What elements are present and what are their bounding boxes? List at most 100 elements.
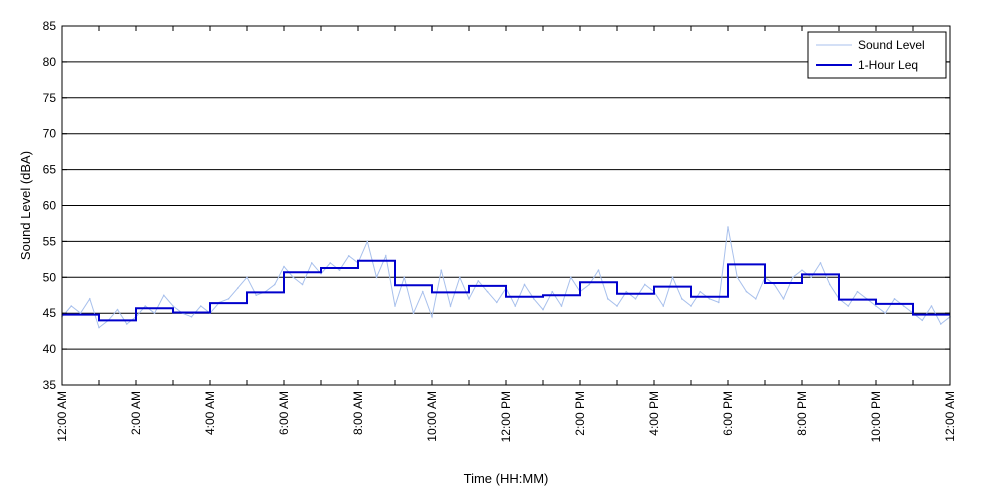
sound-level-point: [736, 276, 739, 279]
sound-level-point: [727, 226, 729, 228]
y-tick-label: 40: [43, 342, 57, 356]
sound-level-point: [273, 283, 276, 286]
y-tick-label: 80: [43, 55, 57, 69]
sound-level-point: [791, 276, 794, 279]
sound-level-point: [643, 283, 646, 286]
y-tick-label: 70: [43, 127, 57, 141]
sound-level-point: [514, 305, 517, 307]
y-axis: 35 40 45 50 55 60 65 70 75 80 85: [43, 19, 950, 392]
sound-level-point: [542, 308, 544, 311]
y-tick-label: 75: [43, 91, 57, 105]
sound-level-point: [680, 298, 683, 300]
x-tick-label: 12:00 AM: [55, 391, 69, 442]
sound-level-point: [125, 323, 128, 325]
sound-level-point: [921, 319, 924, 322]
sound-level-point: [449, 305, 452, 307]
sound-level-point: [930, 305, 933, 307]
sound-level-point: [255, 294, 258, 297]
sound-level-point: [199, 305, 202, 307]
legend-label-leq: 1-Hour Leq: [858, 58, 918, 72]
sound-level-point: [227, 298, 230, 300]
sound-level-point: [828, 283, 831, 286]
sound-level-point: [283, 265, 285, 268]
sound-level-point: [616, 305, 618, 307]
sound-level-point: [745, 290, 748, 293]
x-axis: 12:00 AM 2:00 AM 4:00 AM 6:00 AM 8:00 AM 10:0…: [55, 26, 957, 442]
sound-level-point: [431, 315, 433, 318]
sound-level-point: [523, 283, 526, 286]
sound-level-point: [625, 290, 628, 293]
legend: Sound Level 1-Hour Leq: [807, 31, 947, 79]
sound-level-point: [875, 305, 877, 307]
sound-level-point: [338, 269, 341, 271]
sound-level-point: [551, 290, 554, 293]
sound-level-point: [403, 276, 406, 279]
sound-level-point: [116, 308, 119, 311]
sound-level-point: [569, 276, 572, 279]
y-tick-label: 60: [43, 199, 57, 213]
x-tick-label: 12:00 PM: [499, 391, 513, 442]
sound-level-point: [421, 290, 424, 293]
sound-level-point: [699, 290, 702, 293]
leq-series: [62, 259, 950, 322]
sound-level-point: [412, 312, 415, 315]
gridlines: [62, 61, 950, 350]
sound-level-point: [292, 276, 295, 279]
legend-label-sound-level: Sound Level: [858, 38, 925, 52]
x-tick-label: 12:00 AM: [943, 391, 957, 442]
sound-level-point: [70, 305, 73, 307]
sound-level-point: [347, 254, 350, 257]
x-tick-label: 2:00 PM: [573, 391, 587, 436]
sound-level-point: [394, 305, 396, 307]
sound-level-point: [320, 272, 322, 275]
sound-level-point: [754, 298, 757, 300]
sound-level-point: [375, 276, 378, 279]
y-axis-title: Sound Level (dBA): [18, 151, 33, 260]
sound-level-point: [708, 298, 711, 300]
sound-level-point: [532, 298, 535, 300]
sound-level-point: [606, 298, 609, 300]
sound-level-point: [172, 305, 174, 307]
sound-level-point: [310, 262, 313, 264]
sound-level-point: [301, 283, 304, 286]
sound-level-point: [902, 305, 905, 307]
sound-level-point: [671, 276, 674, 279]
sound-level-point: [468, 298, 470, 300]
sound-level-point: [939, 323, 942, 325]
sound-level-point: [819, 262, 822, 264]
y-tick-label: 85: [43, 19, 57, 33]
sound-level-point: [856, 290, 859, 293]
y-tick-label: 35: [43, 378, 57, 392]
sound-level-point: [810, 276, 813, 279]
x-tick-label: 2:00 AM: [129, 391, 143, 435]
legend-box: [807, 31, 947, 79]
sound-level-point: [560, 305, 563, 307]
sound-level-point: [246, 276, 248, 279]
x-tick-label: 4:00 AM: [203, 391, 217, 435]
x-tick-label: 10:00 PM: [869, 391, 883, 442]
sound-level-point: [495, 301, 498, 304]
sound-level-point: [486, 290, 489, 293]
sound-level-point: [153, 312, 156, 315]
sound-level-point: [88, 298, 91, 300]
sound-level-point: [662, 305, 665, 307]
sound-level-point: [477, 280, 480, 282]
x-tick-label: 8:00 AM: [351, 391, 365, 435]
sound-level-point: [847, 305, 850, 307]
sound-level-point: [329, 262, 332, 264]
y-tick-label: 55: [43, 234, 57, 248]
sound-level-point: [588, 283, 591, 286]
y-tick-label: 50: [43, 270, 57, 284]
y-tick-label: 45: [43, 306, 57, 320]
sound-level-point: [384, 254, 387, 257]
sound-level-point: [690, 305, 692, 307]
sound-level-point: [458, 276, 461, 279]
sound-level-point: [893, 298, 896, 300]
sound-level-point: [801, 269, 803, 271]
x-tick-label: 8:00 PM: [795, 391, 809, 436]
sound-level-point: [440, 269, 443, 271]
sound-level-point: [773, 283, 776, 286]
sound-level-point: [162, 294, 165, 297]
x-axis-title: Time (HH:MM): [464, 471, 549, 486]
